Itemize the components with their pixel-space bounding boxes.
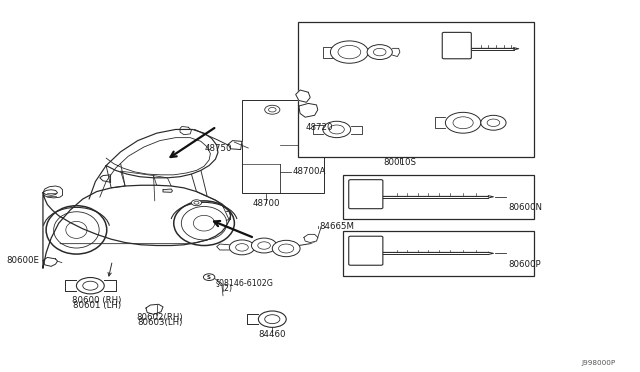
Text: 80600E: 80600E bbox=[7, 256, 40, 265]
Text: 80600P: 80600P bbox=[509, 260, 541, 269]
Circle shape bbox=[453, 117, 473, 129]
Circle shape bbox=[258, 242, 270, 249]
Circle shape bbox=[83, 281, 98, 290]
FancyBboxPatch shape bbox=[442, 32, 471, 59]
Bar bbox=[298, 22, 534, 157]
Circle shape bbox=[204, 274, 215, 280]
Circle shape bbox=[481, 115, 506, 130]
Polygon shape bbox=[43, 185, 230, 268]
Circle shape bbox=[330, 41, 369, 63]
Circle shape bbox=[487, 119, 500, 126]
Circle shape bbox=[269, 108, 276, 112]
Text: (2): (2) bbox=[221, 284, 233, 293]
Polygon shape bbox=[89, 129, 218, 199]
Circle shape bbox=[329, 125, 344, 134]
Polygon shape bbox=[146, 304, 163, 314]
Text: 80600 (RH): 80600 (RH) bbox=[72, 296, 122, 305]
Text: 48700: 48700 bbox=[252, 199, 280, 208]
Text: J998000P: J998000P bbox=[582, 360, 616, 366]
FancyBboxPatch shape bbox=[349, 236, 383, 265]
Polygon shape bbox=[304, 234, 318, 243]
Text: 84665M: 84665M bbox=[319, 222, 354, 231]
Polygon shape bbox=[100, 175, 111, 182]
Bar bbox=[242, 100, 324, 193]
Circle shape bbox=[265, 105, 280, 114]
Circle shape bbox=[338, 45, 361, 59]
Circle shape bbox=[229, 240, 255, 255]
Text: §08146-6102G: §08146-6102G bbox=[216, 278, 273, 287]
Polygon shape bbox=[43, 257, 58, 266]
Text: 48720: 48720 bbox=[305, 123, 333, 132]
Polygon shape bbox=[299, 103, 318, 117]
Circle shape bbox=[445, 112, 481, 133]
Bar bbox=[343, 175, 534, 219]
Circle shape bbox=[323, 121, 351, 138]
Circle shape bbox=[373, 48, 386, 56]
Circle shape bbox=[252, 238, 276, 253]
Circle shape bbox=[236, 244, 248, 251]
Text: 80602(RH): 80602(RH) bbox=[136, 313, 183, 322]
Circle shape bbox=[194, 201, 199, 204]
Text: 80603(LH): 80603(LH) bbox=[137, 318, 182, 327]
Polygon shape bbox=[392, 48, 400, 57]
Polygon shape bbox=[296, 90, 310, 102]
Polygon shape bbox=[180, 126, 191, 135]
Polygon shape bbox=[228, 141, 242, 150]
Text: 80010S: 80010S bbox=[383, 158, 417, 167]
Circle shape bbox=[76, 278, 104, 294]
Polygon shape bbox=[163, 189, 172, 192]
Circle shape bbox=[272, 240, 300, 257]
Circle shape bbox=[265, 315, 280, 324]
FancyBboxPatch shape bbox=[349, 180, 383, 209]
Circle shape bbox=[191, 200, 202, 206]
Text: 84460: 84460 bbox=[259, 330, 286, 339]
Text: 48750: 48750 bbox=[204, 144, 232, 153]
Text: 48700A: 48700A bbox=[292, 167, 326, 176]
Circle shape bbox=[278, 244, 294, 253]
Bar bbox=[343, 231, 534, 276]
Circle shape bbox=[367, 45, 392, 60]
Text: 80600N: 80600N bbox=[509, 203, 543, 212]
Text: S: S bbox=[207, 275, 211, 280]
Circle shape bbox=[259, 311, 286, 327]
Text: 80601 (LH): 80601 (LH) bbox=[72, 301, 121, 310]
